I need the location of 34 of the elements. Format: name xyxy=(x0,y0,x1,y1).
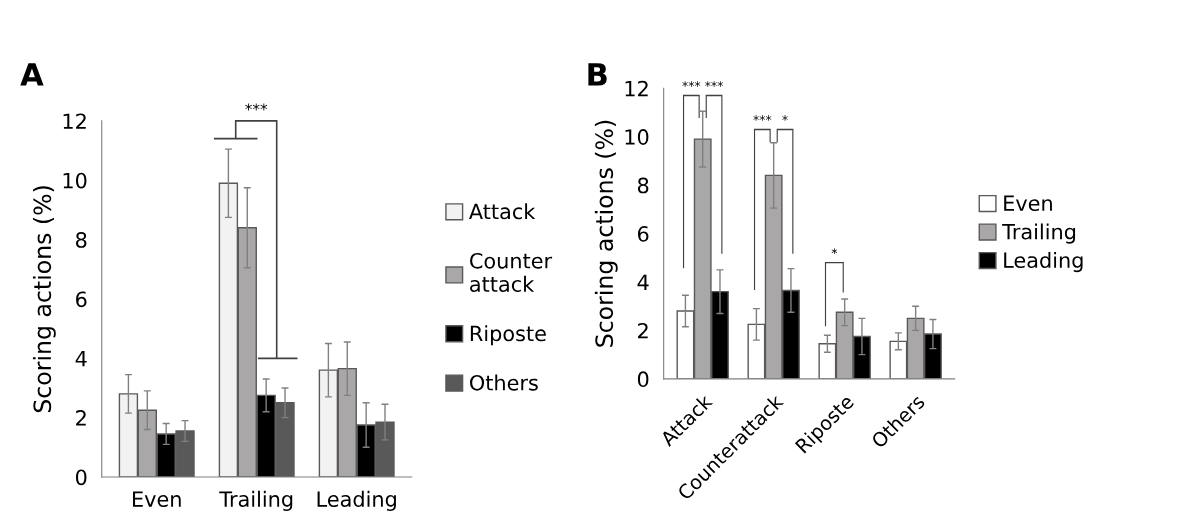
legend-label: Even xyxy=(1004,195,1052,212)
y-tick-label: 4 xyxy=(75,351,87,367)
y-tick-label: 0 xyxy=(637,371,649,388)
y-tick-label: 12 xyxy=(63,113,86,129)
y-tick-label: 8 xyxy=(76,232,87,248)
text: *** xyxy=(245,103,268,111)
y-tick-label: 2 xyxy=(638,322,648,339)
legend-label: Counter attack xyxy=(470,252,553,292)
x-tick-label: Leading xyxy=(317,490,396,512)
x-tick-label: Even xyxy=(133,491,181,507)
text: *** xyxy=(705,81,724,87)
y-tick-label: 6 xyxy=(76,291,87,308)
y-tick-label: 6 xyxy=(637,226,649,242)
y-tick-label: 12 xyxy=(625,80,648,97)
legend-label: Riposte xyxy=(470,325,546,346)
y-tick-label: 10 xyxy=(625,129,649,145)
annotation: * xyxy=(782,115,788,121)
chart-title: A xyxy=(20,63,44,86)
legend-label: Leading xyxy=(1004,251,1083,273)
y-axis-title: Scoring actions (%) xyxy=(32,186,56,413)
y-tick-label: 0 xyxy=(75,469,87,486)
y-tick-label: 2 xyxy=(76,410,86,426)
y-tick-label: 4 xyxy=(637,274,649,290)
y-tick-label: 10 xyxy=(63,172,87,189)
text: *** xyxy=(682,81,701,87)
annotation: * xyxy=(831,248,838,255)
legend-label: Others xyxy=(470,374,538,391)
annotation: *** xyxy=(753,115,772,121)
x-tick-label: Trailing xyxy=(219,490,293,512)
legend-label: Attack xyxy=(469,203,536,220)
y-axis-title: Scoring actions (%) xyxy=(594,120,618,347)
legend-label: Trailing xyxy=(1002,223,1076,244)
chart-title: B xyxy=(588,63,607,86)
y-tick-label: 8 xyxy=(637,177,649,194)
